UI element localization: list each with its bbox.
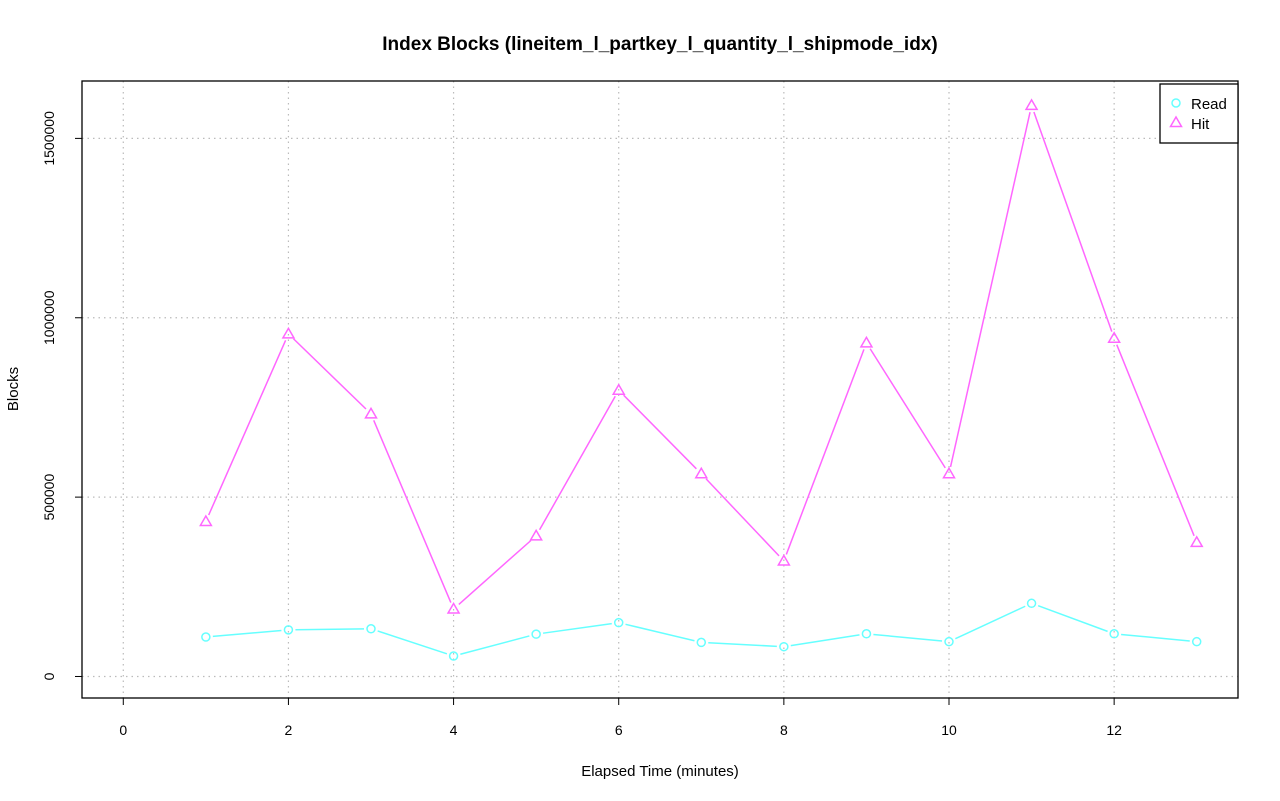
series-read-point [613,617,624,628]
plot-frame [81,80,1239,699]
series-read-segment [542,622,612,634]
grid [82,81,1238,698]
series-hit-segment [705,478,780,557]
series-read-segment [1037,605,1108,633]
series-read-point [1109,629,1119,639]
series-read-point [1191,636,1202,647]
series-read-segment [1121,633,1190,642]
legend-box [1159,83,1239,144]
series-read-point [944,636,954,647]
series-read-point [1026,598,1037,609]
x-tick-label: 8 [780,722,788,738]
series-read-point [448,651,459,661]
series-read-segment [377,630,448,655]
series-read-segment [955,605,1026,640]
series-read-segment [708,642,777,648]
series-hit-segment [869,348,946,469]
series-read-segment [873,633,943,642]
chart-title: Index Blocks (lineitem_l_partkey_l_quant… [382,34,937,55]
series-hit-segment [1116,344,1195,537]
series-read-point [696,637,707,648]
series-hit-point [529,528,543,541]
series-read-point [861,629,872,639]
series-read-segment [790,634,860,647]
y-tick-label: 0 [41,672,57,680]
legend-hit-marker [1169,115,1183,128]
series-read-point [531,629,541,639]
series-read [201,598,1202,661]
series-hit-segment [785,349,865,555]
x-tick-label: 10 [941,722,957,738]
x-tick-label: 2 [285,722,293,738]
series-hit-point [777,553,791,566]
series-read-point [779,641,789,652]
series-read-segment [625,623,695,642]
series-read-point [366,624,376,634]
series-hit-segment [538,395,616,531]
x-tick-label: 4 [450,722,458,738]
series-hit-point [446,602,461,614]
series-read-point [201,632,211,642]
series-hit-segment [373,420,452,603]
series-hit-segment [458,539,532,605]
series-hit-point [1189,535,1204,548]
series-hit-point [1107,331,1121,343]
series-read-segment [460,635,530,655]
legend-read-label: Read [1191,96,1227,113]
series-hit-segment [949,112,1031,468]
x-tick-label: 0 [119,722,127,738]
legend-hit-label: Hit [1191,116,1210,133]
y-axis-label: Blocks [5,367,22,411]
series-hit-segment [207,340,287,516]
series-hit-point [694,466,709,479]
series-read-segment [295,628,365,631]
x-tick-label: 12 [1106,722,1122,738]
legend: Read Hit [1159,83,1239,144]
series-layer [199,98,1204,661]
series-hit-segment [623,394,697,470]
series-hit-segment [292,338,367,410]
series-hit-segment [1033,111,1113,332]
series-hit-point [942,466,956,479]
y-tick-label: 1000000 [41,290,57,345]
series-hit-point [611,383,626,395]
series-hit-point [364,406,378,419]
series-hit-point [199,514,213,527]
x-tick-label: 6 [615,722,623,738]
series-hit-point [281,326,296,339]
series-hit [199,98,1204,614]
y-tick-label: 500000 [41,474,57,521]
y-axis: 0 500000 1000000 1500000 [41,111,82,680]
series-hit-point [1024,98,1039,111]
series-read-segment [212,629,282,638]
legend-read-marker [1171,98,1181,108]
y-tick-label: 1500000 [41,111,57,166]
x-axis: 0 2 4 6 8 10 12 [119,698,1122,738]
x-axis-label: Elapsed Time (minutes) [581,763,739,780]
series-hit-point [859,335,874,348]
series-read-point [283,625,294,635]
